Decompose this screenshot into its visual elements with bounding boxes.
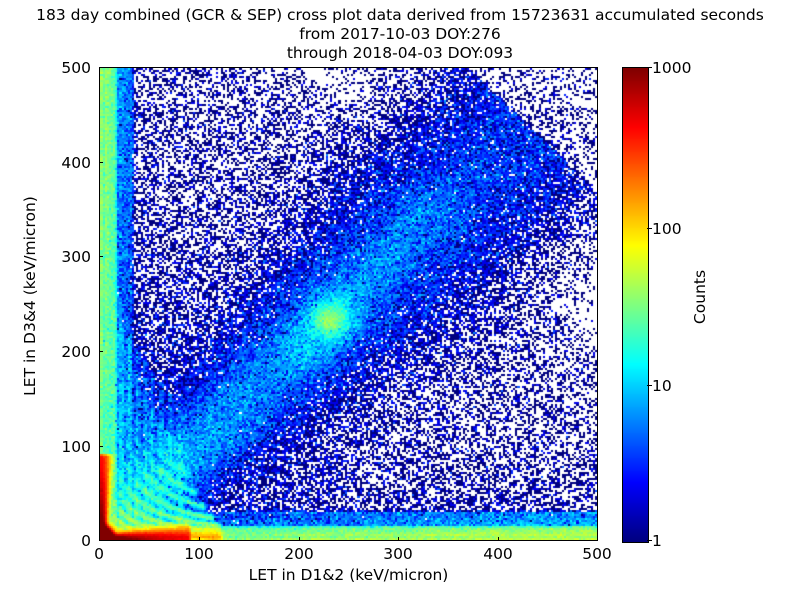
colorbar-tick-mark-1	[647, 540, 652, 541]
x-tick-label-0: 0	[94, 545, 104, 563]
y-tick-mark-2	[99, 351, 103, 352]
y-tick-mark-0	[99, 540, 103, 541]
y-tick-label-2: 200	[61, 343, 91, 361]
x-axis-label: LET in D1&2 (keV/micron)	[248, 566, 449, 584]
y-tick-label-3: 300	[61, 248, 91, 266]
colorbar-tick-label-1000: 1000	[652, 59, 692, 77]
cross-plot-heatmap	[100, 68, 597, 540]
y-tick-label-1: 100	[61, 438, 91, 456]
x-tick-mark-5	[597, 537, 598, 541]
x-tick-mark-2	[299, 537, 300, 541]
y-tick-mark-1	[99, 446, 103, 447]
colorbar	[622, 67, 649, 543]
plot-title-line-3: through 2018-04-03 DOY:093	[286, 44, 514, 62]
x-tick-mark-0	[99, 537, 100, 541]
colorbar-tick-label-10: 10	[652, 377, 672, 395]
plot-title-line-2: from 2017-10-03 DOY:276	[299, 25, 501, 43]
x-tick-label-2: 200	[284, 545, 314, 563]
plot-axes	[99, 67, 598, 541]
x-tick-mark-4	[498, 537, 499, 541]
colorbar-tick-mark-1000	[647, 67, 652, 68]
x-tick-label-5: 500	[582, 545, 612, 563]
x-tick-label-1: 100	[184, 545, 214, 563]
y-tick-mark-5	[99, 67, 103, 68]
colorbar-tick-mark-10	[647, 385, 652, 386]
plot-title-line-1: 183 day combined (GCR & SEP) cross plot …	[36, 6, 764, 24]
x-tick-mark-3	[398, 537, 399, 541]
colorbar-tick-label-1: 1	[652, 532, 662, 550]
x-tick-label-3: 300	[383, 545, 413, 563]
colorbar-tick-label-100: 100	[652, 220, 682, 238]
colorbar-label: Counts	[691, 269, 709, 325]
colorbar-gradient	[622, 67, 649, 543]
y-tick-label-4: 400	[61, 154, 91, 172]
y-tick-label-0: 0	[81, 532, 91, 550]
y-tick-mark-3	[99, 256, 103, 257]
x-tick-mark-1	[199, 537, 200, 541]
plot-title: 183 day combined (GCR & SEP) cross plot …	[0, 6, 800, 63]
x-tick-label-4: 400	[483, 545, 513, 563]
colorbar-tick-mark-100	[647, 228, 652, 229]
y-tick-mark-4	[99, 162, 103, 163]
y-tick-label-5: 500	[61, 59, 91, 77]
y-axis-label: LET in D3&4 (keV/micron)	[21, 196, 39, 396]
